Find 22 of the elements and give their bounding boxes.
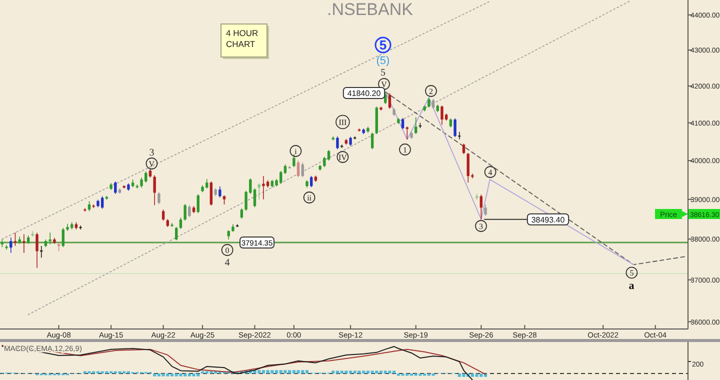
annotation: III <box>338 118 348 127</box>
annotation: 2 <box>429 86 433 96</box>
annotation: 3 <box>149 148 154 158</box>
annotation: ii <box>307 193 312 202</box>
annotation: V <box>381 80 388 89</box>
annotation: 5 <box>630 268 634 278</box>
annotation: 5 <box>379 38 387 52</box>
annotation: i <box>294 146 298 156</box>
annotation: 4 HOUR CHART <box>226 28 258 49</box>
annotation: 0 <box>225 246 230 255</box>
annotation: a <box>628 280 635 292</box>
annotation: 4 <box>224 258 230 268</box>
annotation: 5 <box>380 68 386 78</box>
annotation: (5) <box>376 54 390 67</box>
annotation: 4 <box>488 168 492 177</box>
annotation: 3 <box>479 222 483 231</box>
chart-title: .NSEBANK <box>327 0 414 19</box>
annotation: IV <box>338 152 348 162</box>
annotation: 1 <box>403 145 407 154</box>
annotation: 38493.40 <box>531 215 566 224</box>
annotation: V <box>148 159 155 168</box>
annotation: 41840.20 <box>347 89 382 98</box>
